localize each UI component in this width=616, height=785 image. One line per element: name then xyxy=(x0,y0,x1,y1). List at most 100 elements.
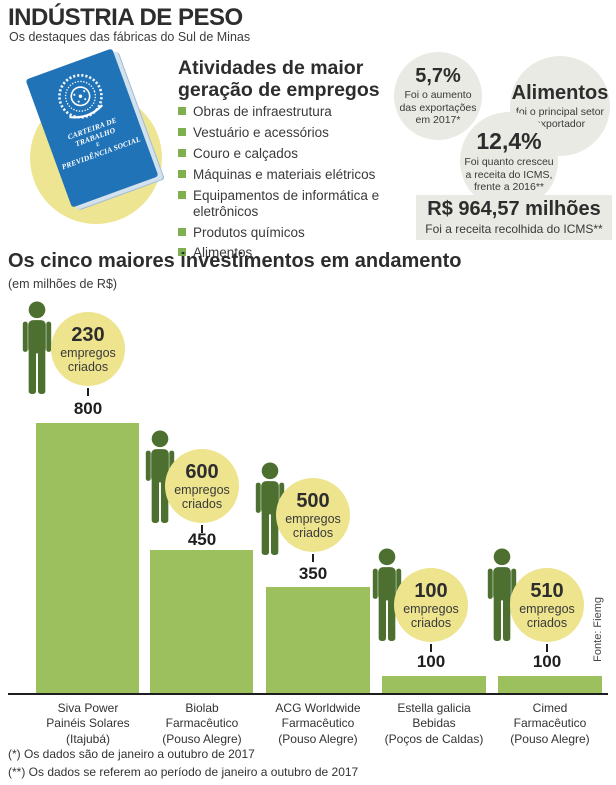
stat-value: 5,7% xyxy=(415,65,461,88)
company-name: Bebidas xyxy=(412,716,456,731)
bar-biolab xyxy=(150,550,253,693)
stat-value: R$ 964,57 milhões xyxy=(427,198,601,221)
bullet-square-icon xyxy=(178,227,186,236)
jobs-badge: 100 empregos criados xyxy=(394,568,468,642)
stat-label: Foi o aumento das exportações em 2017* xyxy=(399,89,477,127)
jobs-badge: 500 empregos criados xyxy=(276,478,350,552)
bar-cimed xyxy=(498,676,602,693)
page-subtitle: Os destaques das fábricas do Sul de Mina… xyxy=(9,30,251,44)
person-icon xyxy=(22,301,52,395)
axis-baseline xyxy=(8,693,608,695)
stat-label: Foi quanto cresceu a receita do ICMS, fr… xyxy=(464,156,554,194)
jobs-count: 510 xyxy=(530,579,564,602)
company-name: Farmacêutico xyxy=(513,716,587,731)
company-city: (Pouso Alegre) xyxy=(162,731,242,746)
pointer-tick xyxy=(312,554,314,562)
stat-value: Alimentos xyxy=(511,81,609,104)
list-item-label: Vestuário e acessórios xyxy=(193,124,329,140)
jobs-caption: criados xyxy=(292,525,334,540)
footnote: (*) Os dados são de janeiro a outubro de… xyxy=(8,747,255,761)
list-item: Máquinas e materiais elétricos xyxy=(178,167,416,183)
source-credit: Fonte: Fiemg xyxy=(592,597,604,662)
bar-value-label: 350 xyxy=(298,564,328,583)
chart-units: (em milhões de R$) xyxy=(8,277,118,291)
stat-export-growth: 5,7% Foi o aumento das exportações em 20… xyxy=(394,52,482,140)
list-item: Produtos químicos xyxy=(178,225,416,241)
coat-of-arms-icon xyxy=(58,73,104,119)
bar-value-label: 450 xyxy=(187,530,217,549)
pointer-tick xyxy=(430,644,432,652)
activities-heading: Atividades de maior geração de empregos xyxy=(178,57,380,101)
category-label: Cimed Farmacêutico (Pouso Alegre) xyxy=(484,701,616,747)
company-name: Cimed xyxy=(532,701,568,715)
chart-title: Os cinco maiores investimentos em andame… xyxy=(8,250,462,272)
list-item-label: Produtos químicos xyxy=(193,224,305,240)
person-icon xyxy=(255,462,285,556)
jobs-badge: 510 empregos criados xyxy=(510,568,584,642)
company-name: Farmacêutico xyxy=(281,716,355,731)
list-item: Equipamentos de informática e eletrônico… xyxy=(178,188,416,220)
list-item-label: Alimentos xyxy=(193,245,253,261)
bullet-square-icon xyxy=(178,148,186,157)
category-label: Siva Power Painéis Solares (Itajubá) xyxy=(22,701,154,747)
footnote: (**) Os dados se referem ao período de j… xyxy=(8,765,359,779)
stat-label: foi o principal setor exportador xyxy=(515,105,605,130)
company-name: Estella galicia xyxy=(397,701,471,715)
jobs-count: 230 xyxy=(71,323,105,346)
bar-acg-worldwide xyxy=(266,587,370,693)
jobs-count: 100 xyxy=(414,579,448,602)
stat-value: 12,4% xyxy=(476,128,542,155)
jobs-badge: 230 empregos criados xyxy=(51,312,125,386)
work-card-illustration: CARTEIRA DE TRABALHO E PREVIDÊNCIA SOCIA… xyxy=(25,48,159,208)
list-item-label: Máquinas e materiais elétricos xyxy=(193,166,376,182)
jobs-count: 500 xyxy=(296,489,330,512)
activities-list: Obras de infraestrutura Vestuário e aces… xyxy=(178,104,416,266)
list-item: Alimentos xyxy=(178,245,416,261)
jobs-caption: empregos xyxy=(174,482,230,497)
bar-siva-power xyxy=(36,423,139,693)
stat-icms-growth: 12,4% Foi quanto cresceu a receita do IC… xyxy=(460,112,558,210)
category-label: Biolab Farmacêutico (Pouso Alegre) xyxy=(136,701,268,747)
bullet-square-icon xyxy=(178,169,186,178)
category-label: Estella galicia Bebidas (Poços de Caldas… xyxy=(368,701,500,747)
bar-value-label: 100 xyxy=(416,652,446,671)
company-city: (Itajubá) xyxy=(65,731,111,746)
company-name: Farmacêutico xyxy=(165,716,239,731)
bar-value-label: 800 xyxy=(73,399,103,418)
jobs-count: 600 xyxy=(185,460,219,483)
list-item-label: Obras de infraestrutura xyxy=(193,104,332,119)
bullet-square-icon xyxy=(178,248,186,257)
company-name: ACG Worldwide xyxy=(275,701,361,715)
company-city: (Poços de Caldas) xyxy=(384,731,484,746)
bar-value-label: 100 xyxy=(532,652,562,671)
company-city: (Pouso Alegre) xyxy=(510,731,590,746)
jobs-caption: criados xyxy=(526,615,568,630)
stat-icms-revenue: R$ 964,57 milhões Foi a receita recolhid… xyxy=(416,195,612,240)
pointer-tick xyxy=(201,525,203,533)
person-icon xyxy=(487,548,517,642)
list-item: Couro e calçados xyxy=(178,146,416,162)
pointer-tick xyxy=(87,388,89,396)
list-item-label: Couro e calçados xyxy=(193,145,299,161)
bullet-square-icon xyxy=(178,190,186,199)
category-label: ACG Worldwide Farmacêutico (Pouso Alegre… xyxy=(252,701,384,747)
company-name: Painéis Solares xyxy=(46,716,130,731)
jobs-caption: empregos xyxy=(403,601,459,616)
jobs-caption: empregos xyxy=(519,601,575,616)
list-item-label: Equipamentos de informática e eletrônico… xyxy=(193,187,380,219)
jobs-caption: empregos xyxy=(285,511,341,526)
list-item: Obras de infraestrutura xyxy=(178,104,416,120)
bar-estella-galicia xyxy=(382,676,486,693)
company-name: Siva Power xyxy=(57,701,119,715)
pointer-tick xyxy=(546,644,548,652)
jobs-caption: empregos xyxy=(60,345,116,360)
company-city: (Pouso Alegre) xyxy=(278,731,358,746)
list-item: Vestuário e acessórios xyxy=(178,125,416,141)
bullet-square-icon xyxy=(178,107,186,115)
jobs-caption: criados xyxy=(67,359,109,374)
page-title: INDÚSTRIA DE PESO xyxy=(8,4,243,31)
jobs-badge: 600 empregos criados xyxy=(165,449,239,523)
stat-label: Foi a receita recolhida do ICMS** xyxy=(425,222,603,237)
company-name: Biolab xyxy=(185,701,219,715)
